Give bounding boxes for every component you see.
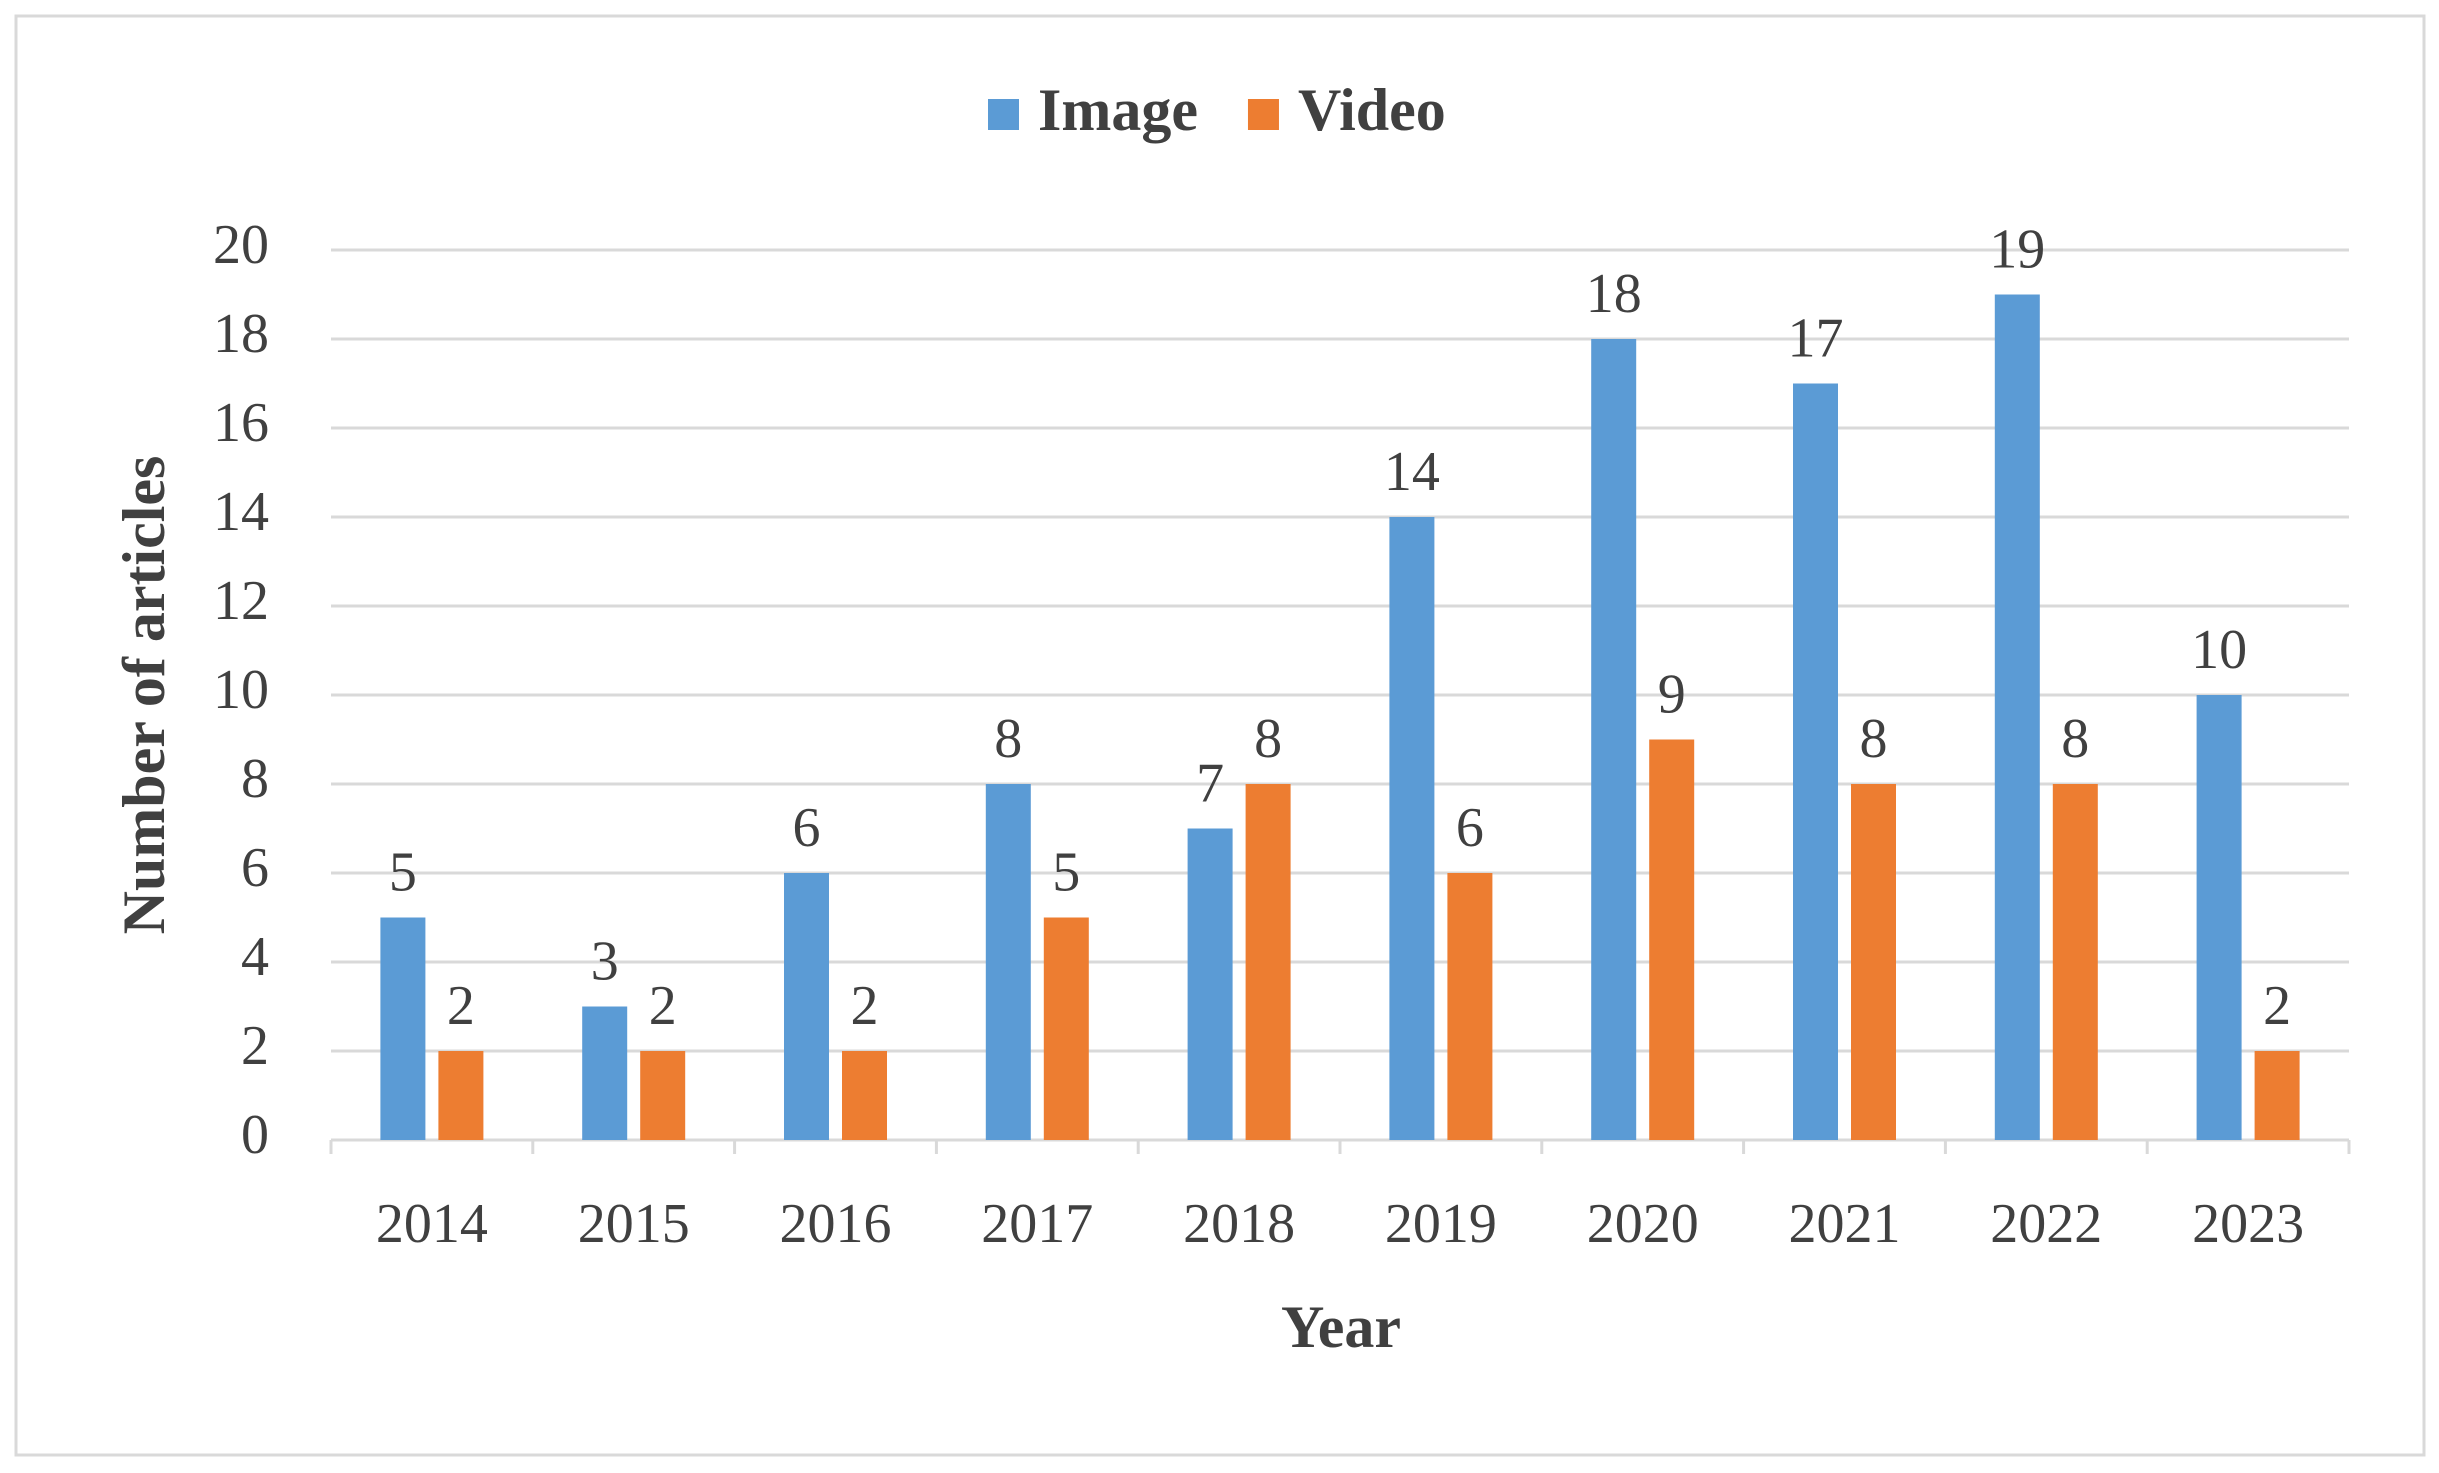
data-label: 7 [1196,752,1224,814]
y-tick-label: 16 [213,392,269,454]
data-label: 3 [591,930,619,992]
x-axis-title: Year [1281,1294,1401,1360]
bar [1793,383,1838,1140]
data-label: 10 [2191,619,2247,681]
x-tick-label: 2019 [1385,1193,1497,1255]
x-tick-label: 2018 [1183,1193,1295,1255]
bar [1649,739,1695,1140]
x-tick-label: 2015 [578,1193,690,1255]
data-label: 5 [1052,841,1080,903]
data-label: 5 [389,841,417,903]
bar [1245,784,1291,1140]
data-label: 2 [649,975,677,1037]
y-tick-label: 18 [213,303,269,365]
data-label: 8 [1254,708,1282,770]
bar [380,917,426,1140]
x-tick-label: 2014 [376,1193,488,1255]
data-label: 2 [851,975,879,1037]
bar [582,1006,628,1140]
y-tick-label: 10 [213,659,269,721]
legend-label: Video [1298,77,1446,143]
data-label: 8 [994,708,1022,770]
x-tick-label: 2023 [2192,1193,2304,1255]
data-label: 14 [1384,441,1440,503]
bar [784,873,829,1140]
data-label: 9 [1658,663,1686,725]
bar [1187,828,1233,1140]
y-tick-label: 14 [213,481,269,543]
x-tick-label: 2020 [1587,1193,1699,1255]
y-tick-label: 6 [241,837,269,899]
bar [2254,1051,2300,1140]
data-label: 8 [2061,708,2089,770]
x-tick-label: 2016 [780,1193,892,1255]
bar [1851,784,1896,1140]
bar [640,1051,686,1140]
data-label: 6 [1456,797,1484,859]
legend-swatch [1247,99,1279,130]
bar [1591,339,1637,1140]
x-tick-label: 2017 [981,1193,1093,1255]
data-label: 2 [447,975,475,1037]
y-axis-title: Number of articles [111,456,177,935]
x-tick-label: 2022 [1990,1193,2102,1255]
data-label: 17 [1788,307,1844,369]
y-tick-label: 12 [213,570,269,632]
bar [1994,294,2040,1140]
data-label: 19 [1989,218,2045,280]
y-tick-label: 0 [241,1104,269,1166]
legend-swatch [988,99,1019,130]
bar [2196,695,2242,1140]
bar [1447,873,1493,1140]
data-label: 2 [2263,975,2291,1037]
y-tick-label: 4 [241,926,269,988]
bar [438,1051,484,1140]
data-label: 6 [793,797,821,859]
bar [842,1051,887,1140]
bar [1043,917,1089,1140]
bar [985,784,1031,1140]
y-tick-label: 2 [241,1015,269,1077]
y-tick-label: 8 [241,748,269,810]
data-label: 18 [1586,263,1642,325]
x-tick-label: 2021 [1789,1193,1901,1255]
data-label: 8 [1860,708,1888,770]
y-tick-label: 20 [213,214,269,276]
bar [1389,517,1435,1140]
bar [2052,784,2098,1140]
legend-label: Image [1038,77,1198,143]
